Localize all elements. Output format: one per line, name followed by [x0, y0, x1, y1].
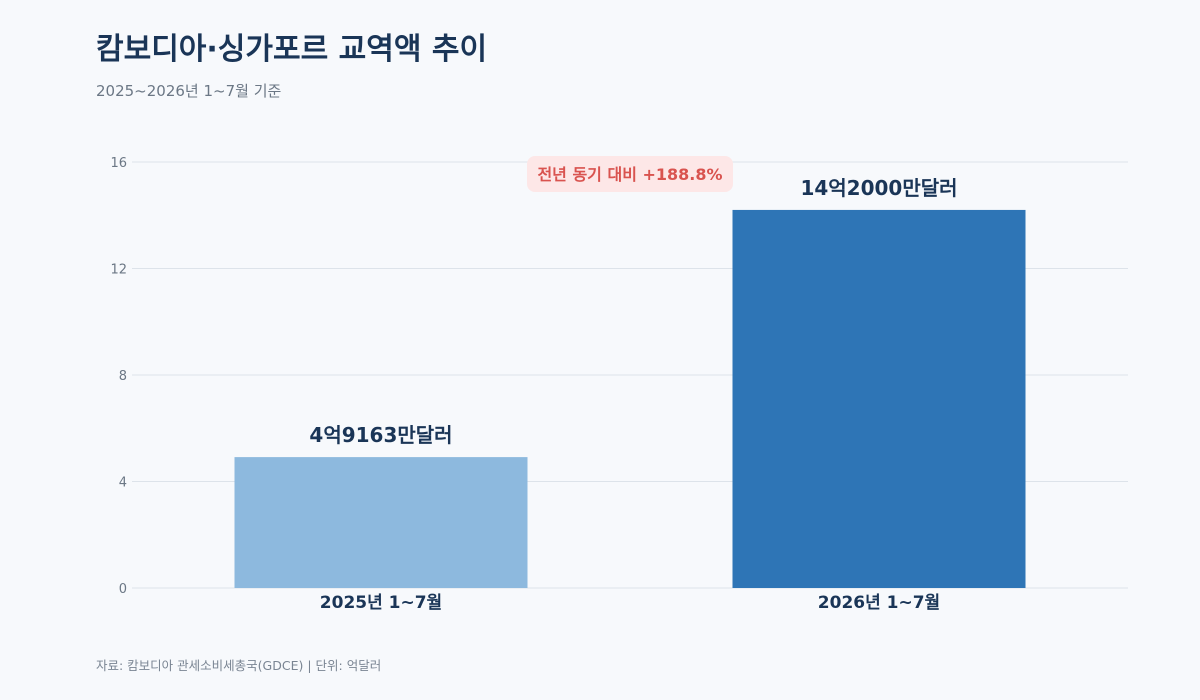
y-tick-label: 4 [119, 476, 127, 491]
bar-1 [732, 209, 1026, 589]
bar-value-label: 14억2000만달러 [800, 176, 957, 200]
chart-subtitle: 2025~2026년 1~7월 기준 [96, 82, 282, 100]
x-tick-label: 2026년 1~7월 [818, 593, 940, 613]
source-note: 자료: 캄보디아 관세소비세총국(GDCE) | 단위: 억달러 [96, 658, 382, 673]
bar-0 [234, 457, 528, 588]
chart-title: 캄보디아·싱가포르 교역액 추이 [96, 32, 488, 67]
y-tick-label: 16 [110, 156, 127, 171]
y-tick-label: 0 [119, 582, 127, 597]
x-tick-label: 2025년 1~7월 [320, 593, 442, 613]
y-tick-label: 12 [110, 263, 127, 278]
bar-value-label: 4억9163만달러 [309, 423, 452, 447]
bars-layer [234, 209, 1026, 589]
y-tick-label: 8 [119, 369, 127, 384]
annotation-layer: 전년 동기 대비 +188.8% [527, 156, 733, 192]
growth-badge-text: 전년 동기 대비 +188.8% [537, 165, 722, 184]
growth-badge [527, 156, 733, 192]
labels-layer: 4억9163만달러 2025년 1~7월 14억2000만달러 2026년 1~7월 [309, 176, 957, 613]
